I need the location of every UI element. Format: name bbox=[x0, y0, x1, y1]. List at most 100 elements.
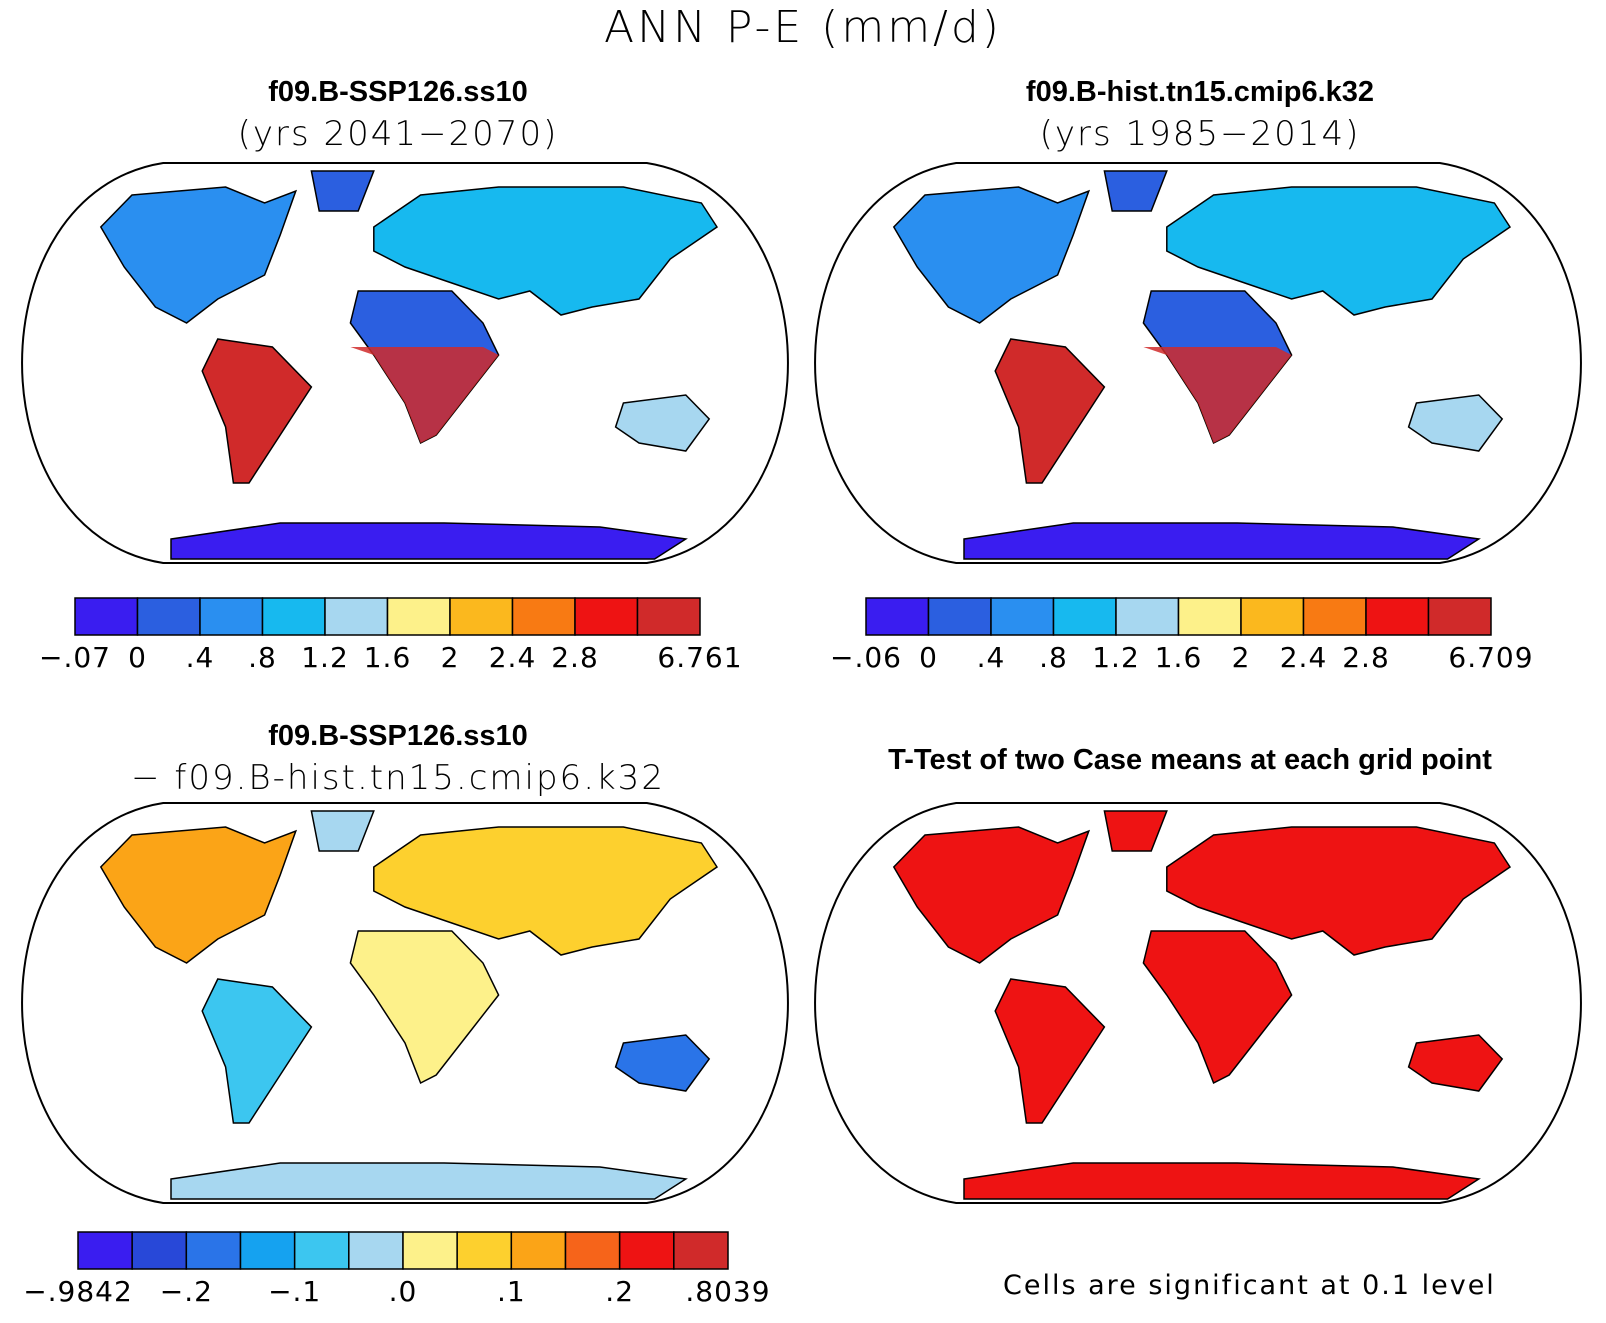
colorbar-swatch bbox=[239, 1231, 296, 1270]
map-panel-2 bbox=[21, 802, 789, 1204]
continent-northAmerica bbox=[99, 186, 298, 324]
colorbar-tick-label: 1.6 bbox=[1155, 641, 1203, 674]
continent-northAmerica bbox=[892, 186, 1091, 324]
colorbar-tick-label: −.1 bbox=[268, 1275, 321, 1308]
colorbar-swatch bbox=[293, 1231, 350, 1270]
panel-subtitle-top-right: (yrs 1985−2014) bbox=[1039, 114, 1361, 154]
map-frame bbox=[814, 802, 1582, 1204]
colorbar-tick-label: 2.4 bbox=[1280, 641, 1328, 674]
continent-europeAsia bbox=[373, 186, 719, 316]
panel-title-top-left: f09.B-SSP126.ss10 bbox=[268, 76, 528, 108]
colorbar-swatch bbox=[185, 1231, 242, 1270]
continent-southAmerica bbox=[201, 978, 313, 1124]
panel-title-top-right: f09.B-hist.tn15.cmip6.k32 bbox=[1025, 76, 1375, 108]
colorbar-swatch bbox=[618, 1231, 675, 1270]
colorbar-swatch bbox=[77, 1231, 133, 1270]
colorbar-tick-label: 2 bbox=[1232, 641, 1251, 674]
colorbar-swatch bbox=[927, 597, 992, 636]
colorbar-swatch bbox=[511, 597, 576, 636]
colorbar-swatch bbox=[386, 597, 451, 636]
colorbar-tick-label: 1.2 bbox=[301, 641, 349, 674]
continent-northAmerica bbox=[99, 826, 298, 964]
continent-greenland bbox=[1103, 810, 1168, 852]
colorbar-swatch bbox=[74, 597, 139, 636]
continent-europeAsia bbox=[1166, 186, 1512, 316]
colorbar-tick-label: 0 bbox=[919, 641, 938, 674]
map-panel-1 bbox=[814, 162, 1582, 564]
figure-title: ANN P-E (mm/d) bbox=[604, 2, 1002, 53]
continent-africa bbox=[1142, 930, 1293, 1085]
colorbar-tick-label: 2 bbox=[441, 641, 460, 674]
colorbar-swatch bbox=[1302, 597, 1367, 636]
continent-southAmerica bbox=[994, 978, 1106, 1124]
continent-australia bbox=[1407, 394, 1504, 452]
significance-footnote: Cells are significant at 0.1 level bbox=[1003, 1270, 1496, 1301]
colorbar-swatch bbox=[1115, 597, 1180, 636]
continent-antarctica bbox=[170, 1162, 688, 1200]
colorbar-tick-label: .4 bbox=[977, 641, 1006, 674]
continent-southAmerica bbox=[994, 338, 1106, 484]
map-panel-0 bbox=[21, 162, 789, 564]
colorbar-tick-label: 0 bbox=[128, 641, 147, 674]
colorbar-swatch bbox=[636, 597, 701, 636]
colorbar-swatch bbox=[348, 1231, 404, 1270]
colorbar-swatch bbox=[673, 1231, 729, 1270]
colorbar-swatch bbox=[990, 597, 1055, 636]
africa-tropical-band bbox=[1143, 347, 1292, 443]
colorbar-tick-label: .4 bbox=[186, 641, 215, 674]
colorbar-swatch bbox=[199, 597, 264, 636]
colorbar-tick-label: −.06 bbox=[830, 641, 902, 674]
colorbar-tick-label: 1.6 bbox=[364, 641, 412, 674]
colorbar-tick-label: −.9842 bbox=[23, 1275, 133, 1308]
continent-antarctica bbox=[963, 1162, 1481, 1200]
colorbar-swatch bbox=[136, 597, 201, 636]
continent-europeAsia bbox=[1166, 826, 1512, 956]
colorbar-tick-label: .8039 bbox=[685, 1275, 770, 1308]
colorbar-swatch bbox=[1240, 597, 1305, 636]
colorbar-tick-label: 2.4 bbox=[489, 641, 537, 674]
panel-title-bottom-right: T-Test of two Case means at each grid po… bbox=[888, 744, 1492, 776]
colorbar-tick-label: 2.8 bbox=[1342, 641, 1390, 674]
panel-subtitle-top-left: (yrs 2041−2070) bbox=[237, 114, 559, 154]
continent-antarctica bbox=[170, 522, 688, 560]
colorbar-swatch bbox=[865, 597, 930, 636]
colorbar-swatch bbox=[510, 1231, 567, 1270]
colorbar-swatch bbox=[402, 1231, 458, 1270]
colorbar-tick-label: 2.8 bbox=[551, 641, 599, 674]
colorbar-swatch bbox=[574, 597, 639, 636]
colorbar-tick-label: 6.709 bbox=[1448, 641, 1533, 674]
colorbar-swatch bbox=[261, 597, 326, 636]
continent-greenland bbox=[310, 170, 375, 212]
continent-europeAsia bbox=[373, 826, 719, 956]
map-frame bbox=[814, 162, 1582, 564]
continent-antarctica bbox=[963, 522, 1481, 560]
colorbar-swatch bbox=[1365, 597, 1430, 636]
map-frame bbox=[21, 162, 789, 564]
colorbar-tick-label: 6.761 bbox=[657, 641, 742, 674]
colorbar-tick-label: .0 bbox=[389, 1275, 418, 1308]
colorbar-tick-label: .8 bbox=[1039, 641, 1068, 674]
africa-tropical-band bbox=[350, 347, 499, 443]
continent-greenland bbox=[1103, 170, 1168, 212]
continent-australia bbox=[614, 394, 711, 452]
panel-subtitle-bottom-left: − f09.B-hist.tn15.cmip6.k32 bbox=[131, 758, 665, 798]
map-frame bbox=[21, 802, 789, 1204]
colorbar-swatch bbox=[1177, 597, 1242, 636]
map-panel-3 bbox=[814, 802, 1582, 1204]
colorbar-swatch bbox=[1052, 597, 1117, 636]
colorbar-bottom-left: −.9842 −.2 −.1 .0 .1 .2 .8039 bbox=[23, 1231, 770, 1308]
colorbar-top-right: −.06 0 .4 .8 1.2 1.6 2 2.4 2.8 6.709 bbox=[830, 597, 1533, 674]
colorbar-swatch bbox=[131, 1231, 188, 1270]
colorbar-tick-label: −.2 bbox=[160, 1275, 213, 1308]
colorbar-swatch bbox=[324, 597, 389, 636]
continent-australia bbox=[614, 1034, 711, 1092]
continent-southAmerica bbox=[201, 338, 313, 484]
colorbar-swatch bbox=[564, 1231, 621, 1270]
colorbar-tick-label: .2 bbox=[605, 1275, 634, 1308]
colorbar-tick-label: −.07 bbox=[39, 641, 111, 674]
colorbar-swatch bbox=[1427, 597, 1492, 636]
continent-northAmerica bbox=[892, 826, 1091, 964]
colorbar-tick-label: .1 bbox=[497, 1275, 526, 1308]
continent-australia bbox=[1407, 1034, 1504, 1092]
